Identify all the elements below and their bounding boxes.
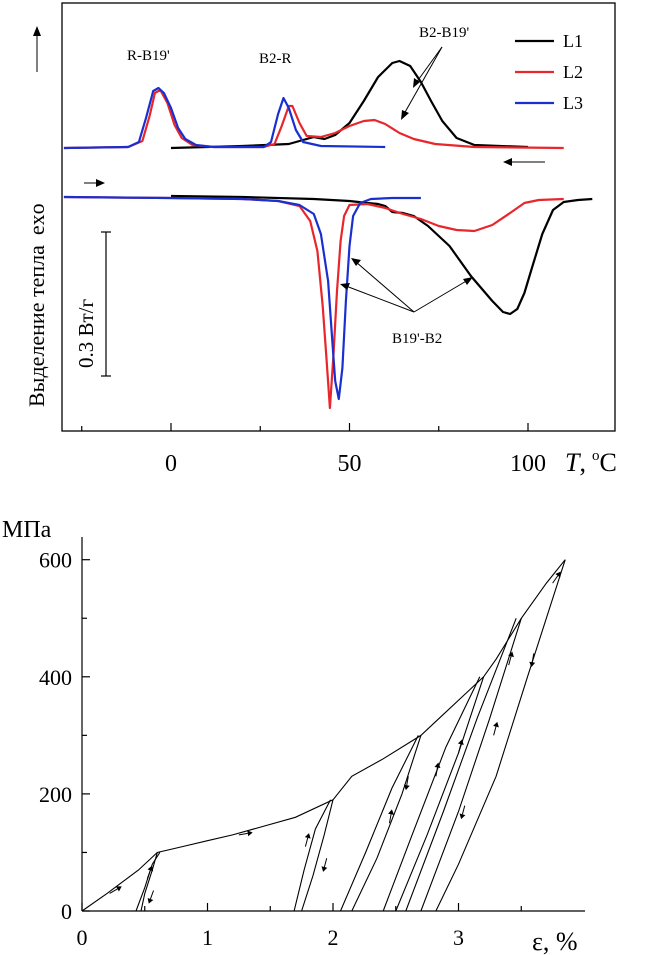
scale-bar xyxy=(101,231,111,377)
ss-unloading-curve-2 xyxy=(301,799,334,912)
ss-y-tick-label: 0 xyxy=(61,899,72,924)
ss-direction-arrow-icon xyxy=(388,814,392,824)
dsc-legend: L1 L2 L3 xyxy=(502,18,612,122)
annotation-pointer-arrows xyxy=(340,46,473,313)
dsc-series-l1-heating xyxy=(170,194,593,316)
annotation-b2-b19: B2-B19' xyxy=(419,25,470,41)
legend-label-l3: L3 xyxy=(563,93,583,113)
ss-direction-arrow-icon xyxy=(461,805,466,815)
annotation-r-b19: R-B19' xyxy=(127,48,170,64)
annotation-b19-b2: B19'-B2 xyxy=(392,331,442,347)
heating-direction-arrow-icon xyxy=(84,179,105,187)
ss-direction-arrow-icon xyxy=(238,832,248,836)
ss-y-tick-label: 200 xyxy=(39,782,72,807)
ss-y-tick-label: 600 xyxy=(39,548,72,573)
exo-arrow-icon xyxy=(33,26,41,72)
ss-direction-arrow-icon xyxy=(493,726,497,736)
dsc-x-axis-label: T, oC xyxy=(565,448,617,477)
ss-y-tick-label: 400 xyxy=(39,665,72,690)
dsc-x-tick-label: 50 xyxy=(338,451,362,477)
ss-direction-arrow-icon xyxy=(109,888,118,894)
ss-loading-curve xyxy=(81,559,566,912)
ss-direction-arrow-icon xyxy=(435,767,438,777)
ss-y-axis-label: МПа xyxy=(2,517,52,543)
dsc-series-l3-heating xyxy=(63,195,421,401)
dsc-series-l3-cooling xyxy=(63,86,386,150)
ss-direction-arrow-icon xyxy=(531,653,535,663)
cooling-direction-arrow-icon xyxy=(503,158,545,166)
ss-unloading-curve-6 xyxy=(435,559,566,912)
ss-reloading-curve-5 xyxy=(405,618,517,912)
dsc-plot-frame xyxy=(61,2,616,432)
ss-x-tick-label: 2 xyxy=(328,925,339,950)
ss-curves-group xyxy=(81,559,566,912)
ss-direction-arrow-icon xyxy=(146,870,151,879)
dsc-y-axis-label: Выделение теплаexo xyxy=(24,203,49,407)
ss-direction-arrow-icon xyxy=(304,837,309,847)
ss-reloading-curve-4 xyxy=(382,676,481,912)
ss-unloading-curve-4 xyxy=(395,676,485,912)
dsc-x-ticks: 0 50 100 xyxy=(81,423,546,477)
ss-unloading-curve-5 xyxy=(420,618,522,912)
ss-direction-arrow-icon xyxy=(552,575,559,584)
ss-direction-arrow-icon xyxy=(149,890,155,900)
ss-x-tick-label: 3 xyxy=(453,925,464,950)
dsc-series-l2-heating xyxy=(63,195,564,410)
ss-direction-arrows xyxy=(109,571,561,904)
dsc-series-group xyxy=(63,59,593,410)
ss-direction-arrow-icon xyxy=(458,744,462,754)
ss-direction-arrow-icon xyxy=(508,656,512,666)
ss-reloading-curve-3 xyxy=(339,735,419,912)
ss-direction-arrow-icon xyxy=(406,776,409,786)
ss-x-tick-label: 1 xyxy=(202,925,213,950)
dsc-series-l1-cooling xyxy=(170,59,529,150)
dsc-x-tick-label: 100 xyxy=(510,451,546,477)
annotation-b2-r: B2-R xyxy=(259,51,292,67)
ss-reloading-curve-2 xyxy=(293,799,331,912)
ss-x-tick-label: 0 xyxy=(77,925,88,950)
ss-direction-arrow-icon xyxy=(323,858,328,868)
legend-label-l2: L2 xyxy=(563,62,583,82)
legend-label-l1: L1 xyxy=(563,31,583,51)
ss-x-axis-label: ε, % xyxy=(532,927,578,955)
scale-bar-label: 0.3 Вт/г xyxy=(74,298,98,368)
stress-strain-chart: 0 1 2 3 0 200 400 600 МПа ε, % xyxy=(2,517,585,955)
ss-unloading-curve-3 xyxy=(351,735,422,912)
ss-ticks: 0 1 2 3 0 200 400 600 xyxy=(39,548,522,950)
dsc-chart: 0 50 100 Выделение теплаexo 0.3 Вт/г L1 L2… xyxy=(24,2,617,477)
dsc-x-tick-label: 0 xyxy=(165,451,177,477)
